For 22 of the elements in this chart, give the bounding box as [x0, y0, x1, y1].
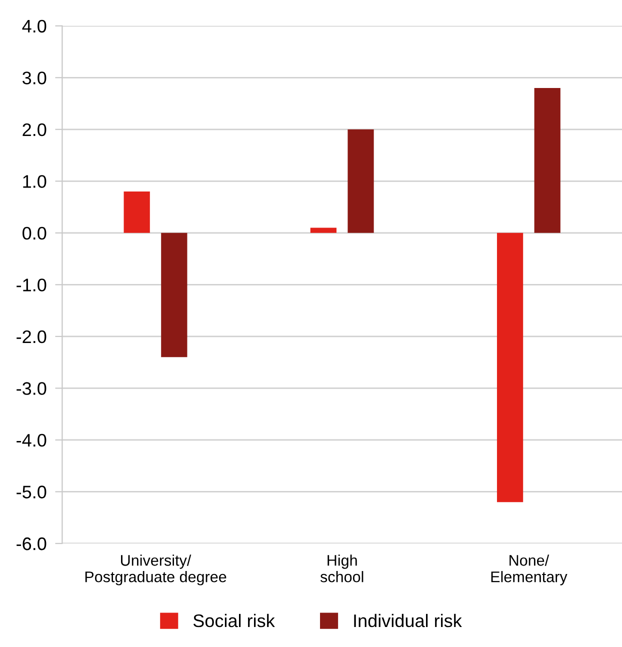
- y-tick-label: 0.0: [22, 226, 46, 240]
- bar: [161, 232, 188, 358]
- y-tick-label: 2.0: [22, 123, 46, 136]
- y-tick-label: -1.0: [16, 278, 46, 292]
- x-tick-label: None/ Elementary: [491, 554, 568, 586]
- bar: [348, 129, 374, 233]
- legend-label: Social risk: [193, 614, 275, 628]
- bar: [534, 88, 560, 233]
- y-tick-label: -6.0: [16, 537, 46, 550]
- y-tick-label: -2.0: [16, 330, 46, 344]
- bar: [496, 232, 524, 502]
- x-tick-label: High school: [320, 554, 364, 582]
- y-tick-label: -5.0: [16, 486, 46, 498]
- y-tick-label: -4.0: [16, 434, 46, 447]
- y-tick-label: 3.0: [22, 72, 46, 84]
- y-tick-label: 4.0: [22, 20, 46, 33]
- y-tick-label: 1.0: [23, 175, 46, 188]
- legend-label: Individual risk: [354, 614, 462, 628]
- y-tick-label: -3.0: [16, 382, 46, 395]
- x-tick-label: University/ Postgraduate degree: [85, 554, 226, 586]
- bar: [124, 192, 150, 233]
- bar: [310, 228, 336, 233]
